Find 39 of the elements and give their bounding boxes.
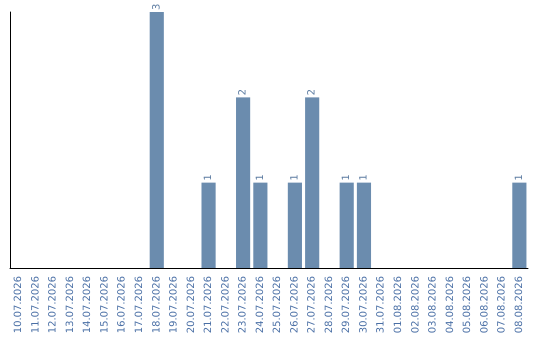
x-tick-label: 31.07.2026 <box>376 276 387 334</box>
x-tick-label: 14.07.2026 <box>82 276 94 334</box>
x-tick-label: 25.07.2026 <box>272 276 284 334</box>
data-label: 1 <box>341 174 352 181</box>
data-label: 1 <box>358 174 370 181</box>
x-tick-label: 26.07.2026 <box>289 276 300 334</box>
data-label: 2 <box>238 88 249 96</box>
x-tick-label: 05.08.2026 <box>462 276 474 334</box>
x-tick-label: 23.07.2026 <box>238 276 249 334</box>
data-label: 1 <box>514 174 525 181</box>
x-tick-label: 10.07.2026 <box>13 276 24 334</box>
x-tick-label: 13.07.2026 <box>64 276 76 334</box>
data-label: 1 <box>203 174 214 181</box>
data-label: 1 <box>289 174 300 181</box>
data-label: 3 <box>151 4 162 10</box>
x-tick-label: 24.07.2026 <box>254 276 266 334</box>
x-tick-label: 07.08.2026 <box>496 276 508 334</box>
x-tick-label: 01.08.2026 <box>393 276 404 334</box>
x-tick-label: 12.07.2026 <box>48 276 59 334</box>
x-tick-label: 02.08.2026 <box>410 276 422 334</box>
x-tick-label: 22.07.2026 <box>220 276 232 334</box>
x-tick-label: 16.07.2026 <box>116 276 128 334</box>
x-tick-label: 21.07.2026 <box>203 276 214 334</box>
data-label: 2 <box>306 88 318 96</box>
data-label: 1 <box>254 174 266 181</box>
x-tick-label: 20.07.2026 <box>186 276 197 334</box>
x-tick-label: 27.07.2026 <box>306 276 318 334</box>
x-tick-label: 04.08.2026 <box>444 276 456 334</box>
x-tick-label: 03.08.2026 <box>428 276 439 334</box>
x-tick-label: 06.08.2026 <box>479 276 490 334</box>
x-tick-label: 08.08.2026 <box>514 276 525 334</box>
x-tick-label: 17.07.2026 <box>134 276 145 334</box>
x-tick-label: 19.07.2026 <box>168 276 180 334</box>
x-tick-label: 15.07.2026 <box>99 276 110 334</box>
x-tick-label: 29.07.2026 <box>341 276 352 334</box>
x-tick-label: 30.07.2026 <box>358 276 370 334</box>
x-tick-label: 28.07.2026 <box>324 276 335 334</box>
x-tick-label: 18.07.2026 <box>151 276 162 334</box>
x-tick-label: 11.07.2026 <box>30 276 42 334</box>
